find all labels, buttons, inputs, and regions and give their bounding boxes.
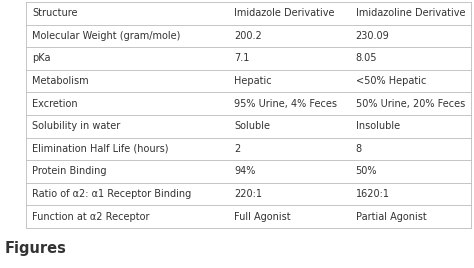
Text: 50%: 50% [356,166,377,177]
Text: 95% Urine, 4% Feces: 95% Urine, 4% Feces [235,99,337,109]
Text: 200.2: 200.2 [235,31,262,41]
Bar [26,47,471,70]
Text: Imidazoline Derivative: Imidazoline Derivative [356,8,465,18]
Text: Protein Binding: Protein Binding [32,166,107,177]
Text: Soluble: Soluble [235,121,271,131]
Bar [26,160,471,183]
Text: Function at α2 Receptor: Function at α2 Receptor [32,212,149,222]
Text: Figures: Figures [5,240,67,255]
Text: 94%: 94% [235,166,256,177]
Text: Metabolism: Metabolism [32,76,89,86]
Text: 1620:1: 1620:1 [356,189,390,199]
Text: Full Agonist: Full Agonist [235,212,291,222]
Bar [26,183,471,205]
Bar [26,205,471,228]
Text: pKa: pKa [32,54,51,64]
Text: Solubility in water: Solubility in water [32,121,120,131]
Text: Hepatic: Hepatic [235,76,272,86]
Text: 8.05: 8.05 [356,54,377,64]
Text: Insoluble: Insoluble [356,121,400,131]
Text: 8: 8 [356,144,362,154]
Text: 230.09: 230.09 [356,31,389,41]
Text: 50% Urine, 20% Feces: 50% Urine, 20% Feces [356,99,465,109]
Bar [26,92,471,115]
Text: Partial Agonist: Partial Agonist [356,212,426,222]
Text: 2: 2 [235,144,241,154]
Text: <50% Hepatic: <50% Hepatic [356,76,426,86]
Bar [26,115,471,137]
Text: Excretion: Excretion [32,99,78,109]
Text: Imidazole Derivative: Imidazole Derivative [235,8,335,18]
Text: Ratio of α2: α1 Receptor Binding: Ratio of α2: α1 Receptor Binding [32,189,191,199]
Bar [26,137,471,160]
Text: Structure: Structure [32,8,78,18]
Bar [26,70,471,92]
Text: Elimination Half Life (hours): Elimination Half Life (hours) [32,144,168,154]
Bar [26,2,471,25]
Text: 7.1: 7.1 [235,54,250,64]
Text: Molecular Weight (gram/mole): Molecular Weight (gram/mole) [32,31,181,41]
Bar [26,25,471,47]
Text: 220:1: 220:1 [235,189,263,199]
